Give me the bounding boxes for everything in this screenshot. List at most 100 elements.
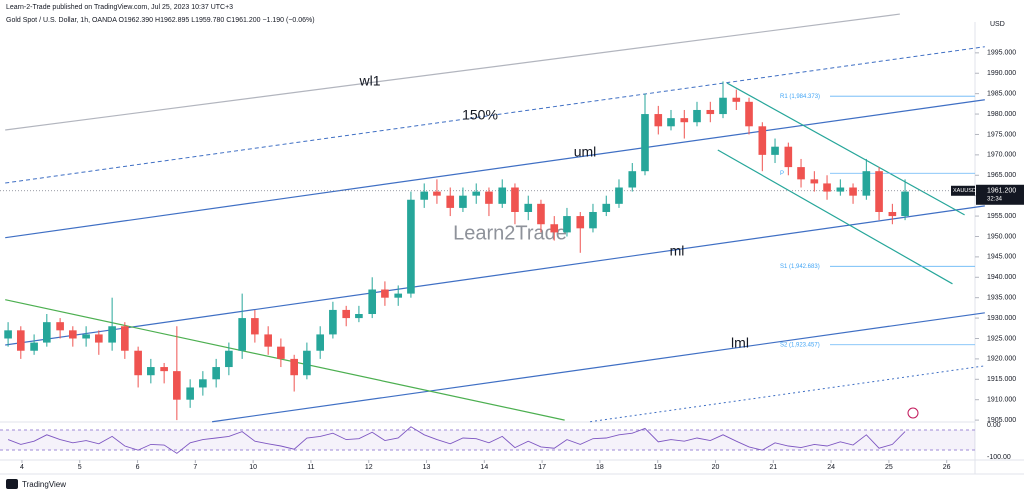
candle-body [485,191,493,204]
y-tick-label: 1915.000 [987,376,1016,383]
candle-body [160,367,168,372]
candle-body [394,293,403,298]
pivot-label: S1 (1,942.683) [780,264,820,270]
countdown: 32:34 [987,196,1003,202]
x-tick-label: 19 [654,464,662,471]
candle-body [810,179,819,184]
x-tick-label: 10 [249,464,257,471]
candle-body [823,183,831,192]
price-label: 1961.200 [987,188,1016,195]
candle-body [173,371,181,400]
y-tick-label: 1950.000 [987,233,1016,240]
y-tick-label: 1935.000 [987,295,1016,302]
candle-body [498,187,507,204]
y-tick-label: 1925.000 [987,335,1016,342]
pivot-label: R1 (1,984.373) [780,94,820,100]
candle-body [355,314,363,319]
candle-body [290,358,298,376]
candle-body [758,126,767,155]
channel-label: wl1 [358,73,380,89]
y-tick-label: 1905.000 [987,417,1016,424]
candle-body [342,309,351,319]
x-tick-label: 5 [78,464,82,471]
candle-body [589,211,597,229]
x-tick-label: 6 [136,464,140,471]
pivot-label: P [780,171,784,177]
y-tick-label: 1910.000 [987,397,1016,404]
trend-line [726,82,965,216]
candle-body [654,114,663,127]
candle-body [875,171,883,212]
y-tick-label: 1980.000 [987,111,1016,118]
channel-label: 150% [462,107,498,123]
rsi-line [7,426,906,454]
rsi-tick-label: -100.00 [987,454,1011,461]
y-tick-label: 1955.000 [987,213,1016,220]
watermark: Learn2Trade [453,222,567,244]
candle-body [381,289,389,298]
candle-body [16,330,25,351]
candle-body [433,191,441,196]
candle-body [771,146,779,155]
candle-body [680,118,689,123]
y-tick-label: 1970.000 [987,152,1016,159]
candle-body [849,187,857,196]
pivot-label: S2 (1,923.457) [780,342,820,348]
candle-body [745,101,753,127]
candle-body [134,350,142,376]
currency: USD [990,21,1005,28]
candle-body [121,326,129,351]
candle-body [407,199,415,294]
candle-body [147,367,155,376]
candle-body [42,322,51,343]
trend-line [590,365,985,423]
symbol-tag [951,185,975,196]
candle-body [30,342,38,351]
candle-body [836,187,845,192]
y-tick-label: 1920.000 [987,356,1016,363]
candle-body [576,216,585,229]
x-tick-label: 11 [307,464,314,471]
candle-body [901,191,909,217]
trend-line [5,99,985,239]
candle-body [511,187,519,212]
candle-body [797,167,805,180]
candle-body [108,326,116,343]
candle-body [459,195,467,208]
footer: TradingView [22,480,66,489]
x-tick-label: 14 [480,464,488,471]
channel-label: ml [670,243,685,259]
x-tick-label: 17 [538,464,546,471]
y-tick-label: 1930.000 [987,315,1016,322]
x-tick-label: 24 [827,464,835,471]
candle-body [329,309,337,335]
alert-icon[interactable] [907,407,919,419]
x-tick-label: 12 [365,464,373,471]
channel-label: uml [574,144,597,160]
rsi-tick-label: 0.00 [987,422,1001,429]
candle-body [719,97,727,115]
candle-body [420,191,429,200]
candle-body [56,322,64,331]
x-tick-label: 25 [885,464,893,471]
candle-body [69,330,77,339]
trend-line [212,312,985,423]
candle-body [225,350,233,368]
candle-body [615,187,623,204]
candle-body [667,118,675,127]
y-tick-label: 1945.000 [987,254,1016,261]
y-tick-label: 1975.000 [987,131,1016,138]
x-tick-label: 7 [193,464,197,471]
chart-title: Gold Spot / U.S. Dollar, 1h, OANDA O1962… [6,17,315,24]
x-tick-label: 13 [423,464,431,471]
candle-body [199,379,207,388]
candle-body [238,318,246,351]
channel-label: lml [731,335,749,351]
candle-body [732,97,741,102]
candle-body [888,211,897,217]
x-tick-label: 18 [596,464,604,471]
trend-line [5,13,900,131]
candle-body [641,114,649,172]
